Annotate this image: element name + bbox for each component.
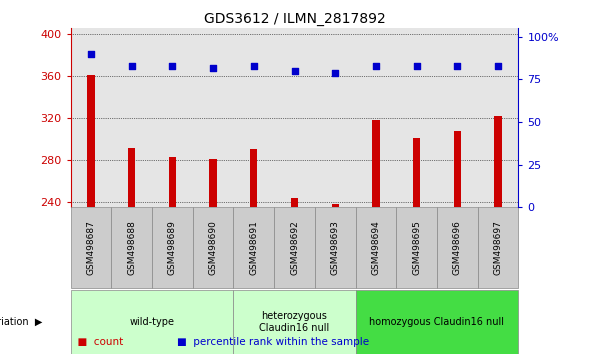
Text: genotype/variation  ▶: genotype/variation ▶ — [0, 317, 43, 327]
Text: wild-type: wild-type — [130, 317, 174, 327]
Text: GSM498688: GSM498688 — [127, 220, 136, 275]
Text: GSM498697: GSM498697 — [494, 220, 502, 275]
Text: heterozygous
Claudin16 null: heterozygous Claudin16 null — [259, 311, 330, 332]
Title: GDS3612 / ILMN_2817892: GDS3612 / ILMN_2817892 — [204, 12, 385, 26]
Bar — [315, 207, 356, 288]
Bar — [356, 28, 396, 207]
Bar — [356, 290, 518, 354]
Text: GSM498693: GSM498693 — [330, 220, 340, 275]
Bar — [152, 28, 193, 207]
Bar — [152, 207, 193, 288]
Bar — [372, 120, 379, 207]
Point — [87, 51, 96, 57]
Text: GSM498691: GSM498691 — [249, 220, 259, 275]
Bar — [332, 204, 339, 207]
Bar — [71, 207, 111, 288]
Bar — [396, 28, 437, 207]
Bar — [396, 207, 437, 288]
Text: ■  percentile rank within the sample: ■ percentile rank within the sample — [177, 337, 369, 347]
Bar — [274, 28, 315, 207]
Point — [330, 70, 340, 75]
Text: GSM498690: GSM498690 — [209, 220, 217, 275]
Point — [412, 63, 421, 69]
Bar — [128, 148, 135, 207]
Text: GSM498696: GSM498696 — [453, 220, 462, 275]
Text: GSM498695: GSM498695 — [412, 220, 421, 275]
Point — [127, 63, 137, 69]
Point — [209, 65, 218, 70]
Text: homozygous Claudin16 null: homozygous Claudin16 null — [369, 317, 504, 327]
Bar — [233, 28, 274, 207]
Point — [168, 63, 177, 69]
Bar — [111, 207, 152, 288]
Bar — [233, 207, 274, 288]
Bar — [169, 157, 176, 207]
Point — [452, 63, 462, 69]
Bar — [87, 75, 95, 207]
Bar — [71, 28, 111, 207]
Bar — [315, 28, 356, 207]
Bar — [454, 131, 461, 207]
Text: GSM498692: GSM498692 — [290, 221, 299, 275]
Bar — [478, 28, 518, 207]
Point — [290, 68, 299, 74]
Text: ■  count: ■ count — [71, 337, 123, 347]
Bar — [111, 28, 152, 207]
Bar — [356, 207, 396, 288]
Bar — [494, 116, 502, 207]
Bar — [193, 207, 233, 288]
Bar — [274, 207, 315, 288]
Text: GSM498694: GSM498694 — [372, 221, 380, 275]
Point — [249, 63, 259, 69]
Bar — [71, 290, 233, 354]
Bar — [478, 207, 518, 288]
Point — [493, 63, 502, 69]
Bar — [437, 28, 478, 207]
Text: GSM498689: GSM498689 — [168, 220, 177, 275]
Bar — [413, 138, 420, 207]
Bar — [210, 159, 217, 207]
Text: GSM498687: GSM498687 — [87, 220, 95, 275]
Bar — [193, 28, 233, 207]
Point — [371, 63, 380, 69]
Bar — [291, 198, 298, 207]
Bar — [437, 207, 478, 288]
Bar — [250, 149, 257, 207]
Bar — [233, 290, 356, 354]
